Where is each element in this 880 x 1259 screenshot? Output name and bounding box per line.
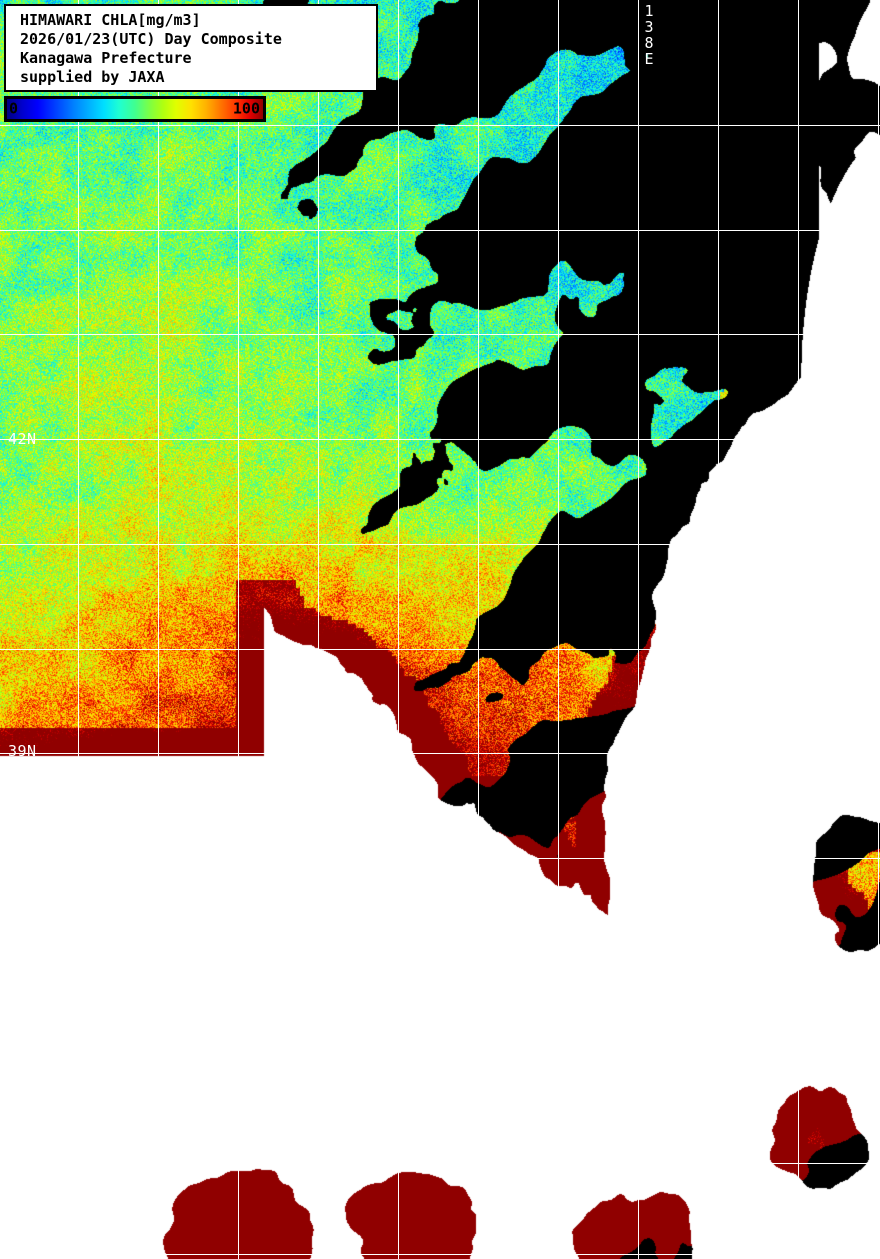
legend-line-credit: supplied by JAXA: [20, 68, 165, 86]
colorbar-gradient: 0 100: [7, 99, 263, 119]
legend-title-box: HIMAWARI CHLA[mg/m3] 2026/01/23(UTC) Day…: [4, 4, 378, 92]
colorbar-max-label: 100: [232, 99, 260, 118]
colorbar-min-label: 0: [9, 99, 19, 118]
legend-line-date: 2026/01/23(UTC) Day Composite: [20, 30, 282, 48]
legend-line-product: HIMAWARI CHLA[mg/m3]: [20, 11, 201, 29]
legend-line-region: Kanagawa Prefecture: [20, 49, 192, 67]
colorbar: 0 100: [4, 96, 266, 122]
